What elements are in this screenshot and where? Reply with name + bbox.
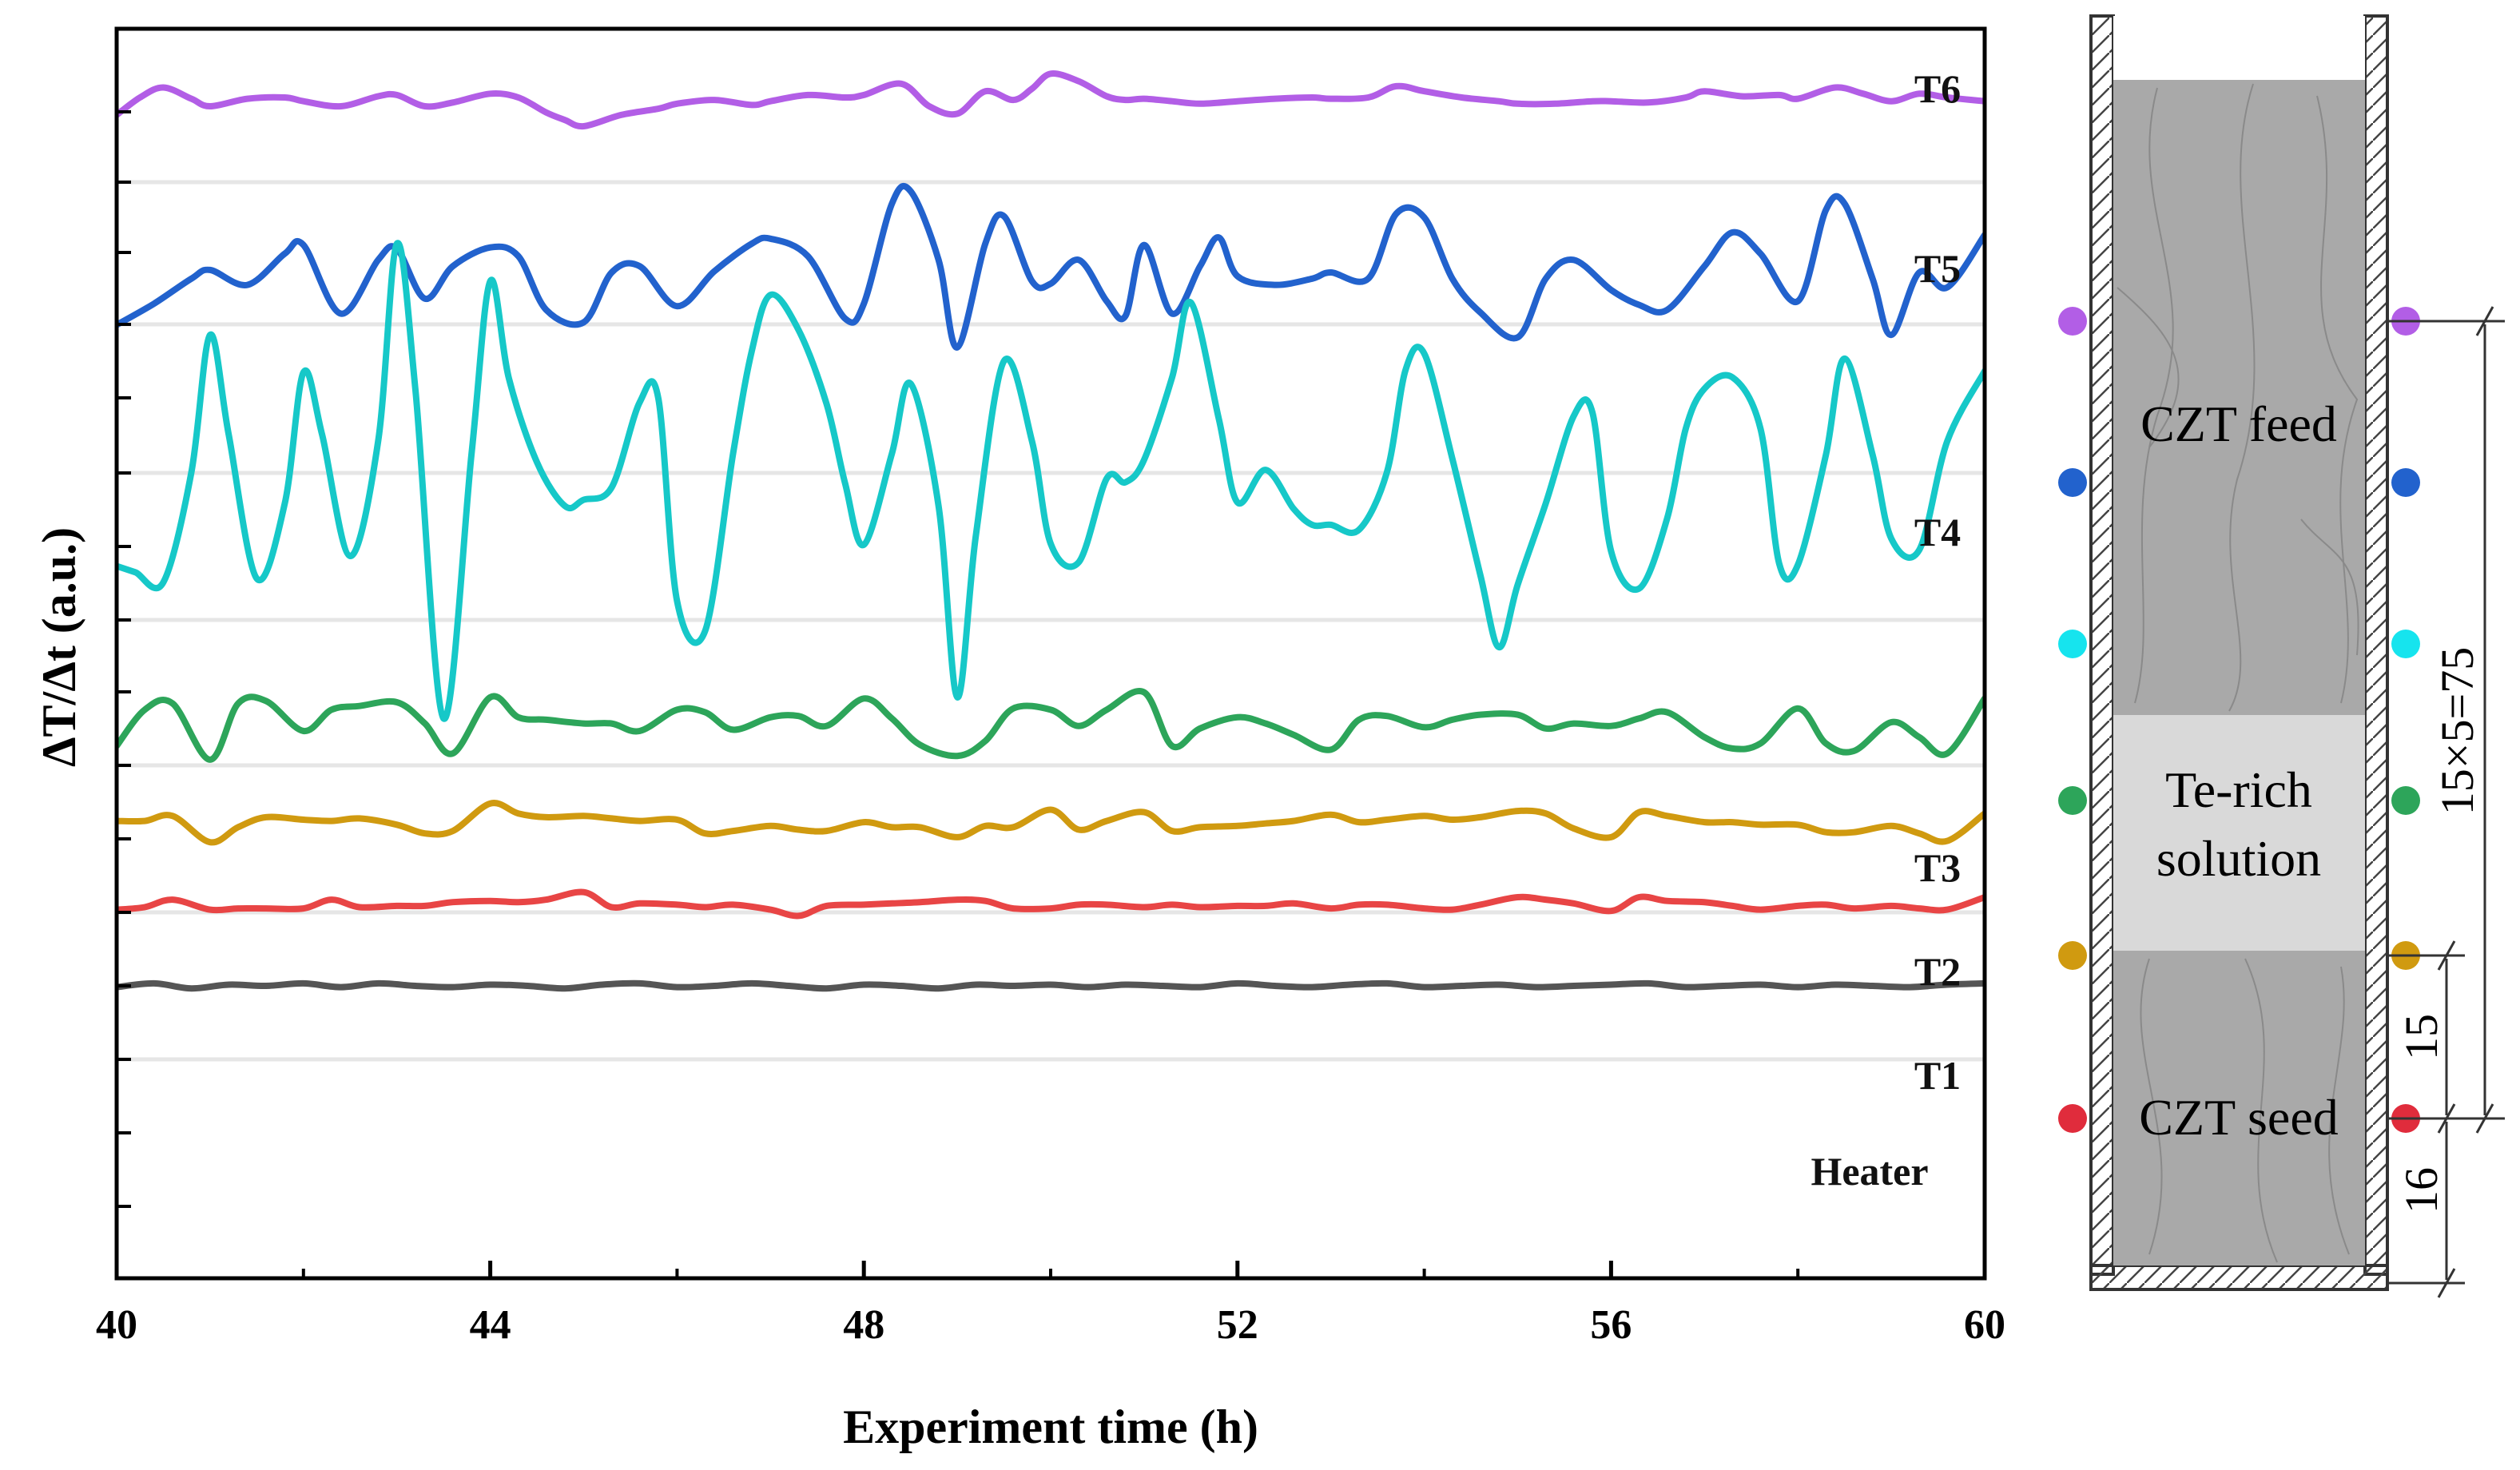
x-tick-label: 56 <box>1590 1302 1632 1348</box>
series-line-t2 <box>117 800 1985 846</box>
x-tick-label: 44 <box>470 1302 511 1348</box>
thermocouple-dot-left <box>2058 468 2087 497</box>
left-wall <box>2089 14 2115 1276</box>
x-tick-label: 40 <box>96 1302 137 1348</box>
thermocouple-dot-right <box>2391 630 2420 658</box>
thermocouple-dot-left <box>2058 307 2087 336</box>
series-label-t1: T1 <box>1914 1053 1961 1098</box>
czt-seed-region <box>2113 951 2365 1265</box>
te-rich-solution-region <box>2113 715 2365 951</box>
grid-lines <box>117 180 1985 1062</box>
crucible-schematic: CZT feed Te-rich solution CZT seed 15×5=… <box>2058 14 2505 1298</box>
thermocouple-dot-right <box>2391 786 2420 815</box>
series-line-t1 <box>117 888 1985 920</box>
series-label-t6: T6 <box>1914 66 1961 111</box>
dimension-bottom-label: 16 <box>2395 1167 2447 1214</box>
dimension-lines <box>2389 306 2505 1298</box>
dimension-step-label: 15 <box>2395 1014 2447 1060</box>
te-rich-label-line1: Te-rich <box>2165 761 2312 818</box>
x-tick-label: 60 <box>1964 1302 2005 1348</box>
te-rich-label-line2: solution <box>2156 830 2321 887</box>
series-label-t4: T4 <box>1914 510 1961 554</box>
thermocouple-dot-left <box>2058 941 2087 970</box>
thermocouple-dot-right <box>2391 468 2420 497</box>
thermocouple-dot-left <box>2058 630 2087 658</box>
czt-feed-region <box>2113 80 2365 715</box>
series-line-heater <box>117 979 1985 992</box>
thermocouple-dot-left <box>2058 1104 2087 1133</box>
thermocouple-dot-left <box>2058 786 2087 815</box>
plot-frame <box>114 26 1987 1281</box>
series-line-t3 <box>117 688 1985 763</box>
y-axis-minor-ticks <box>117 110 131 1208</box>
x-tick-label: 52 <box>1217 1302 1258 1348</box>
right-wall <box>2363 14 2389 1276</box>
series-label-t2: T2 <box>1914 949 1961 994</box>
series-label-t3: T3 <box>1914 845 1961 890</box>
series-label-heater: Heater <box>1811 1149 1928 1194</box>
czt-feed-label: CZT feed <box>2140 395 2337 452</box>
bottom-wall <box>2089 1264 2389 1291</box>
x-axis-ticks: 40 44 48 52 56 60 <box>96 1261 2005 1348</box>
grain-boundaries <box>2117 83 2359 1263</box>
series-line-t5 <box>117 183 1985 351</box>
dimension-total-label: 15×5=75 <box>2431 647 2483 815</box>
x-tick-label: 48 <box>843 1302 884 1348</box>
czt-seed-label: CZT seed <box>2139 1089 2338 1146</box>
x-axis-label: Experiment time (h) <box>843 1400 1258 1453</box>
series-label-t5: T5 <box>1914 246 1961 291</box>
series-line-t4 <box>117 240 1985 722</box>
y-axis-label: ΔT/Δt (a.u.) <box>33 527 85 767</box>
line-chart: 40 44 48 52 56 60 T6 T5 T4 T3 T2 T1 Heater Experime… <box>33 26 2005 1453</box>
series-layer <box>117 70 1985 992</box>
series-labels: T6 T5 T4 T3 T2 T1 Heater <box>1811 66 1961 1194</box>
series-line-t6 <box>117 70 1985 130</box>
